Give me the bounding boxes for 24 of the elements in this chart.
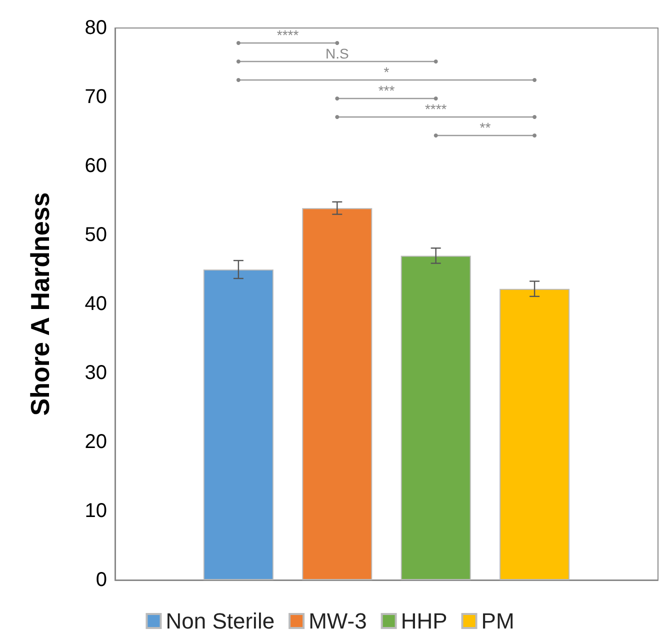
legend-label: MW-3 (308, 608, 367, 634)
y-axis-title: Shore A Hardness (25, 192, 55, 416)
y-tick-label: 20 (84, 431, 107, 453)
y-tick-label: 80 (84, 17, 107, 39)
bar (203, 270, 274, 580)
y-tick-label: 0 (96, 569, 107, 591)
legend-label: Non Sterile (166, 608, 275, 634)
legend-label: PM (481, 608, 514, 634)
bar (500, 288, 570, 580)
annotation: *** (378, 82, 396, 98)
y-tick-label: 50 (84, 224, 107, 246)
bar (302, 208, 372, 580)
y-tick-label: 40 (84, 293, 107, 315)
annotation: **** (276, 27, 300, 43)
bar (400, 256, 471, 580)
annotation: **** (424, 101, 448, 117)
y-tick-label: 70 (84, 86, 107, 108)
y-tick-label: 10 (84, 500, 107, 522)
legend-label: HHP (400, 608, 448, 634)
annotation: * (384, 64, 390, 80)
annotation: N.S (325, 46, 349, 62)
y-tick-label: 60 (84, 155, 107, 177)
y-tick-label: 30 (84, 362, 107, 384)
annotation: ** (480, 120, 492, 136)
